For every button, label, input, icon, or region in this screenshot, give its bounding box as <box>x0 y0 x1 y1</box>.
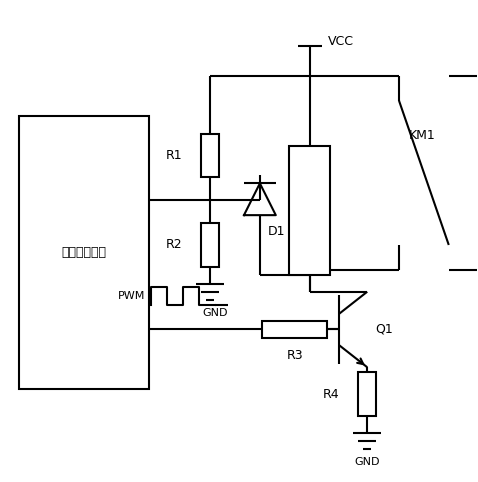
Text: GND: GND <box>355 457 380 467</box>
Bar <box>358 372 376 416</box>
Bar <box>289 146 330 275</box>
Bar <box>262 321 327 338</box>
Text: PWM: PWM <box>118 291 145 301</box>
Bar <box>201 134 219 177</box>
Text: GND: GND <box>202 308 228 318</box>
Text: R3: R3 <box>286 349 303 362</box>
Text: D1: D1 <box>268 225 285 238</box>
Text: Q1: Q1 <box>375 323 393 336</box>
Bar <box>19 116 149 389</box>
Text: VCC: VCC <box>327 35 354 48</box>
Text: KM1: KM1 <box>409 129 436 142</box>
Text: R2: R2 <box>166 239 182 252</box>
Bar <box>201 223 219 267</box>
Text: R4: R4 <box>323 388 339 401</box>
Text: 微处理器模块: 微处理器模块 <box>61 246 107 259</box>
Text: R1: R1 <box>166 149 182 162</box>
